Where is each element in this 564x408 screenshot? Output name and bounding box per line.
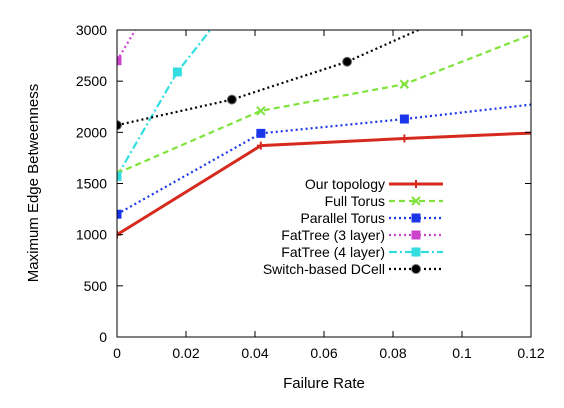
x-tick-label: 0 <box>113 345 121 361</box>
legend-label-3: FatTree (3 layer) <box>281 227 385 243</box>
y-tick-label: 0 <box>99 329 107 345</box>
x-tick-label: 0.02 <box>172 345 199 361</box>
series-line-3 <box>117 30 137 62</box>
y-axis-label: Maximum Edge Betweenness <box>25 84 42 282</box>
legend-label-5: Switch-based DCell <box>263 261 385 277</box>
y-tick-label: 500 <box>84 278 108 294</box>
legend-label-2: Parallel Torus <box>300 210 385 226</box>
legend-marker-4 <box>411 247 421 257</box>
data-point-1-2 <box>399 79 410 89</box>
data-point-3-0 <box>117 56 122 66</box>
legend-marker-0 <box>412 180 420 188</box>
legend-label-0: Our topology <box>305 176 385 192</box>
legend-marker-1 <box>411 196 421 206</box>
series-line-4 <box>117 30 212 177</box>
data-point-2-0 <box>117 209 122 219</box>
y-tick-label: 1000 <box>76 227 107 243</box>
x-tick-label: 0.1 <box>452 345 472 361</box>
y-tick-label: 2000 <box>76 124 107 140</box>
legend-marker-3 <box>411 230 421 240</box>
data-point-5-1 <box>226 94 237 105</box>
legend-label-1: Full Torus <box>325 193 385 209</box>
series-line-0 <box>117 131 531 236</box>
series-line-1 <box>117 33 531 175</box>
axis-ticks: 0 0.02 0.04 0.06 0.08 0.1 0.12 0 500 1000 1500 2000… <box>76 22 545 361</box>
markers-layer <box>117 56 410 239</box>
x-tick-label: 0.08 <box>379 345 406 361</box>
data-point-0-1 <box>256 141 265 150</box>
legend-marker-5 <box>411 264 421 274</box>
y-tick-label: 1500 <box>76 176 107 192</box>
x-tick-label: 0.12 <box>517 345 544 361</box>
data-point-1-1 <box>256 106 266 116</box>
y-tick-label: 2500 <box>76 73 107 89</box>
series-line-5 <box>117 30 422 127</box>
data-point-0-2 <box>400 134 409 143</box>
data-point-4-1 <box>172 67 182 77</box>
data-point-5-2 <box>342 56 353 67</box>
x-tick-label: 0.06 <box>310 345 337 361</box>
series-layer <box>117 30 531 236</box>
x-axis-label: Failure Rate <box>283 375 365 392</box>
x-tick-label: 0.04 <box>241 345 268 361</box>
legend-label-4: FatTree (4 layer) <box>281 244 385 260</box>
y-tick-label: 3000 <box>76 22 107 38</box>
data-point-2-1 <box>256 128 266 138</box>
legend-marker-2 <box>411 213 421 223</box>
series-line-2 <box>117 103 531 216</box>
data-point-4-0 <box>117 171 122 181</box>
data-point-2-2 <box>399 114 409 124</box>
data-point-5-0 <box>117 120 122 131</box>
